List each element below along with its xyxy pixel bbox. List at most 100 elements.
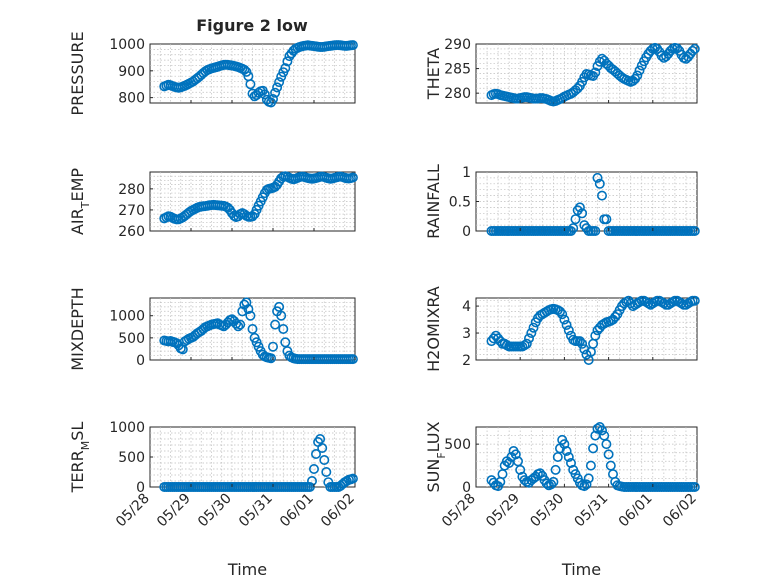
x-axis-label: Time [227, 560, 267, 579]
data-point [565, 457, 576, 468]
data-point [233, 321, 244, 332]
y-tick-label: 260 [118, 224, 145, 240]
data-point [594, 178, 605, 189]
data-point [319, 454, 330, 465]
data-point [278, 323, 289, 334]
subplot-rainfall: 0 0.5 1 RAINFALL [424, 164, 700, 240]
data-point [568, 223, 579, 234]
data-point [559, 314, 570, 325]
x-tick-label: 05/29 [154, 491, 194, 531]
y-tick-label: 0 [462, 224, 471, 240]
data-point [583, 473, 594, 484]
x-axis-label: Time [561, 560, 601, 579]
data-point [594, 56, 605, 67]
data-point [561, 319, 572, 330]
subplot-pressure: 800 900 1000 PRESSURE [68, 31, 358, 116]
subplot-air-temp: 260 270 280 AIRTEMP [68, 168, 358, 240]
data-point [590, 67, 601, 78]
data-point [280, 63, 291, 74]
data-point [247, 323, 258, 334]
data-point [689, 295, 700, 306]
data-point [585, 460, 596, 471]
data-point [521, 338, 532, 349]
x-tick-label: 06/01 [277, 491, 317, 531]
data-point [241, 297, 252, 308]
data-point [546, 479, 557, 490]
y-tick-label: 270 [118, 203, 145, 219]
data-point [308, 463, 319, 474]
data-point [347, 40, 358, 51]
y-tick-label: 1000 [109, 420, 145, 436]
data-point [550, 464, 561, 475]
data-point [588, 443, 599, 454]
y-tick-label: 800 [118, 91, 145, 107]
data-point [280, 337, 291, 348]
data-point [601, 214, 612, 225]
data-point [259, 89, 270, 100]
data-point [603, 449, 614, 460]
y-axis-label: THETA [424, 48, 443, 100]
y-axis-label: H2OMIXRA [424, 286, 443, 372]
data-point [515, 464, 526, 475]
data-point [570, 214, 581, 225]
data-point [559, 439, 570, 450]
y-tick-label: 0 [462, 480, 471, 496]
y-tick-label: 280 [118, 182, 145, 198]
y-tick-label: 3 [462, 326, 471, 342]
data-point [267, 341, 278, 352]
subplot-sun-flux: 0 500 05/28 05/29 05/30 05/31 06/01 06/02 SUNFLU… [424, 421, 700, 579]
y-tick-label: 285 [444, 62, 471, 78]
data-point [689, 43, 700, 54]
y-tick-label: 280 [444, 86, 471, 102]
data-point [581, 479, 592, 490]
y-axis-label: AIRTEMP [68, 168, 92, 235]
data-point [231, 318, 242, 329]
data-point [579, 481, 590, 492]
data-point [306, 475, 317, 486]
data-point [632, 70, 643, 81]
x-tick-label: 05/31 [572, 491, 612, 531]
data-point [274, 77, 285, 88]
data-point [347, 354, 358, 365]
y-tick-label: 0 [136, 480, 145, 496]
data-point [347, 172, 358, 183]
data-point [577, 208, 588, 219]
x-tick-label: 06/02 [660, 491, 700, 531]
data-point [519, 340, 530, 351]
y-axis-label: TERRMSL [68, 422, 92, 494]
subplot-mixdepth: 0 500 1000 MIXDEPTH [68, 287, 358, 371]
x-tick-label: 05/29 [483, 491, 523, 531]
x-tick-label: 05/28 [439, 491, 479, 531]
y-axis-label: PRESSURE [68, 31, 87, 115]
data-point [563, 325, 574, 336]
data-point [574, 336, 585, 347]
data-point [315, 433, 326, 444]
y-tick-label: 290 [444, 37, 471, 53]
data-point [554, 306, 565, 317]
y-tick-label: 500 [118, 450, 145, 466]
data-point [561, 445, 572, 456]
data-point [634, 65, 645, 76]
data-point [541, 478, 552, 489]
data-point [235, 319, 246, 330]
data-point [577, 338, 588, 349]
data-point [592, 423, 603, 434]
data-point [245, 310, 256, 321]
data-point [243, 304, 254, 315]
data-point [548, 476, 559, 487]
data-point [523, 333, 534, 344]
y-axis-label: RAINFALL [424, 164, 443, 239]
data-point [557, 309, 568, 320]
subplot-terr-msl: 0 500 1000 05/28 05/29 05/30 05/31 06/01 06/02 TE… [68, 420, 358, 579]
data-point [687, 45, 698, 56]
y-tick-label: 2 [462, 353, 471, 369]
data-point [347, 473, 358, 484]
data-point [535, 468, 546, 479]
data-point [574, 202, 585, 213]
data-point [601, 439, 612, 450]
y-tick-label: 0 [136, 353, 145, 369]
data-point [321, 466, 332, 477]
data-point [596, 425, 607, 436]
y-tick-label: 0.5 [449, 195, 471, 211]
